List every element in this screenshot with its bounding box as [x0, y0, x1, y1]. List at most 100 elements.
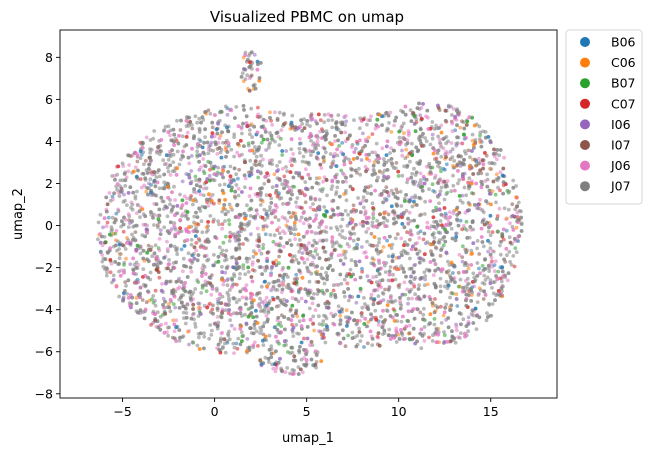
scatter-point — [381, 215, 386, 220]
scatter-point — [403, 199, 407, 203]
scatter-point — [111, 273, 116, 278]
scatter-point — [255, 291, 260, 296]
scatter-point — [297, 269, 302, 273]
scatter-point — [389, 157, 394, 161]
scatter-point — [455, 163, 460, 167]
scatter-point — [200, 266, 205, 271]
scatter-point — [434, 246, 439, 251]
scatter-point — [422, 306, 426, 311]
scatter-point — [310, 185, 315, 190]
scatter-point — [289, 345, 294, 350]
scatter-point — [106, 215, 111, 220]
scatter-point — [404, 193, 408, 197]
scatter-point — [370, 336, 375, 341]
scatter-point — [221, 240, 226, 245]
scatter-point — [299, 340, 304, 345]
scatter-point — [199, 219, 204, 224]
scatter-point — [309, 296, 314, 300]
scatter-point — [500, 232, 505, 236]
scatter-point — [393, 236, 398, 241]
scatter-point — [210, 193, 215, 197]
scatter-point — [410, 337, 415, 342]
scatter-point — [307, 279, 312, 284]
scatter-point — [196, 222, 201, 227]
scatter-point — [390, 254, 395, 259]
scatter-point — [172, 329, 177, 334]
scatter-point — [382, 235, 387, 240]
scatter-point — [419, 327, 424, 332]
scatter-point — [285, 241, 289, 245]
scatter-point — [460, 200, 465, 205]
scatter-point — [415, 307, 420, 312]
scatter-point — [506, 207, 511, 212]
scatter-point — [340, 328, 345, 333]
scatter-point — [439, 154, 444, 159]
scatter-point — [498, 148, 503, 152]
scatter-point — [217, 201, 222, 205]
scatter-point — [111, 278, 116, 282]
scatter-point — [254, 329, 259, 334]
scatter-point — [243, 216, 248, 221]
scatter-point — [459, 331, 463, 336]
scatter-point — [406, 216, 410, 221]
scatter-point — [331, 288, 336, 293]
scatter-point — [121, 229, 126, 234]
scatter-point — [374, 274, 379, 279]
scatter-point — [512, 236, 517, 241]
scatter-point — [418, 171, 423, 176]
scatter-point — [272, 233, 277, 238]
scatter-point — [473, 306, 478, 311]
scatter-point — [428, 260, 433, 264]
scatter-point — [308, 250, 313, 254]
scatter-point — [133, 165, 138, 170]
scatter-point — [469, 299, 474, 303]
scatter-point — [461, 317, 466, 322]
scatter-point — [225, 150, 230, 154]
scatter-point — [332, 248, 337, 253]
scatter-point — [369, 296, 374, 301]
scatter-point — [306, 172, 311, 177]
scatter-point — [202, 346, 206, 351]
scatter-point — [340, 307, 344, 312]
scatter-point — [476, 206, 481, 211]
scatter-point — [389, 299, 394, 304]
scatter-point — [417, 297, 422, 301]
scatter-point — [435, 181, 440, 185]
scatter-point — [475, 239, 480, 243]
scatter-point — [484, 199, 488, 204]
scatter-point — [486, 135, 491, 139]
scatter-point — [430, 132, 435, 137]
scatter-point — [415, 339, 419, 344]
scatter-point — [457, 178, 462, 182]
scatter-point — [408, 279, 413, 284]
scatter-point — [455, 217, 459, 222]
scatter-point — [388, 295, 393, 300]
scatter-point — [405, 287, 410, 292]
scatter-point — [344, 179, 348, 184]
scatter-point — [411, 179, 415, 184]
scatter-point — [392, 123, 396, 128]
scatter-point — [294, 272, 299, 277]
scatter-point — [264, 295, 269, 300]
scatter-point — [454, 297, 459, 302]
scatter-point — [366, 226, 371, 231]
scatter-point — [357, 166, 361, 171]
scatter-point — [138, 156, 143, 161]
scatter-point — [172, 139, 176, 144]
scatter-point — [331, 208, 335, 213]
scatter-point — [292, 184, 296, 189]
scatter-point — [294, 200, 298, 205]
scatter-point — [238, 138, 243, 143]
scatter-point — [225, 125, 229, 130]
scatter-point — [195, 343, 200, 348]
scatter-point — [483, 151, 487, 155]
scatter-point — [108, 198, 113, 203]
scatter-point — [293, 297, 298, 301]
scatter-point — [409, 247, 414, 252]
scatter-point — [285, 202, 290, 207]
scatter-point — [161, 303, 165, 307]
scatter-point — [410, 204, 415, 209]
scatter-point — [293, 237, 297, 242]
scatter-point — [368, 329, 373, 334]
scatter-point — [194, 226, 198, 230]
